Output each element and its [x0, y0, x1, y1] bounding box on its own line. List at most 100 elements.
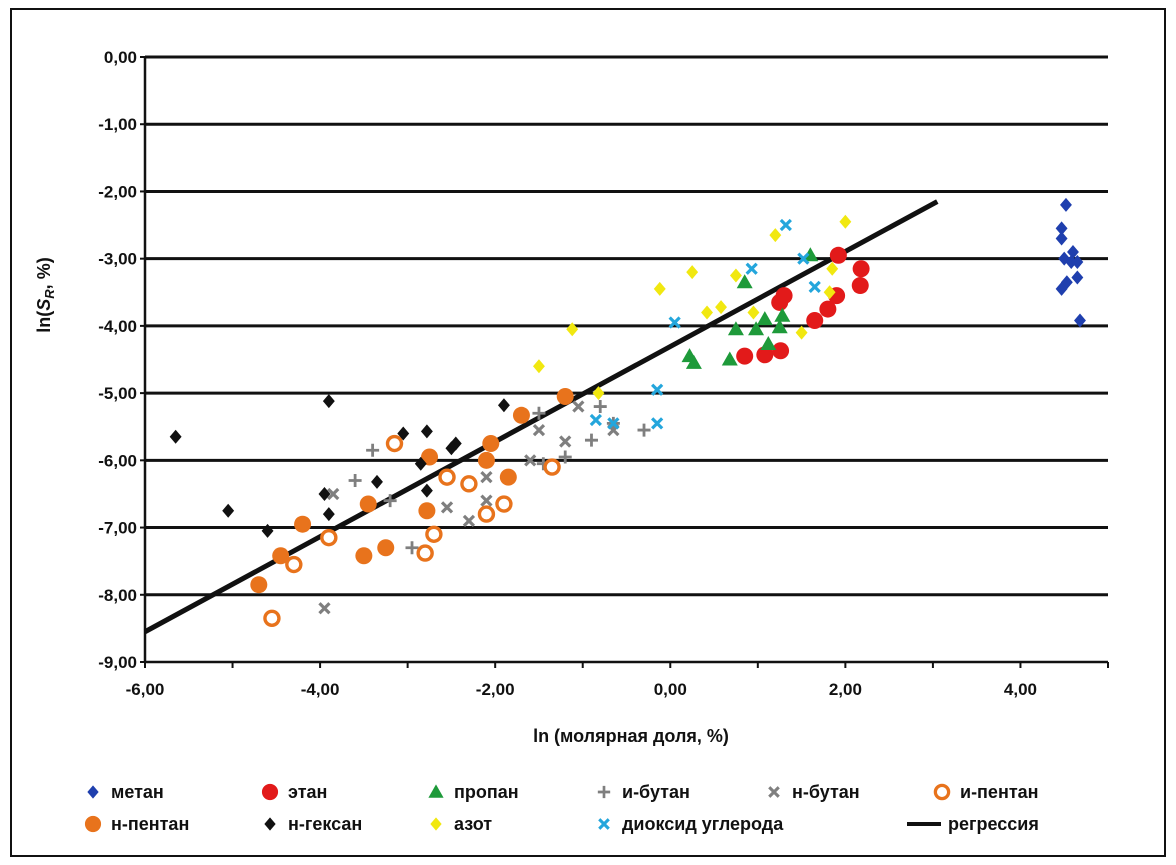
x-tick-label: 2,00 [829, 680, 862, 699]
data-point [405, 541, 419, 555]
data-point [721, 351, 738, 366]
legend-item: регрессия [907, 814, 1039, 834]
data-point [462, 514, 476, 527]
data-point [512, 406, 530, 424]
data-point [318, 486, 331, 501]
data-point [1060, 197, 1072, 212]
data-point [769, 228, 782, 243]
data-point [651, 417, 664, 430]
data-point [543, 458, 561, 476]
data-point [414, 456, 427, 471]
legend-label: азот [454, 814, 492, 834]
data-point [294, 515, 312, 533]
data-point [653, 281, 666, 296]
data-point [261, 523, 274, 538]
data-point [460, 475, 478, 493]
chart-frame [10, 8, 1166, 857]
data-point [445, 441, 458, 456]
legend-label: н-пентан [111, 814, 189, 834]
data-point [438, 468, 456, 486]
y-tick-label: -2,00 [98, 182, 137, 201]
data-point [1055, 221, 1068, 236]
data-point [169, 429, 182, 444]
y-axis-label-var: S [34, 299, 54, 311]
data-point [774, 307, 791, 322]
x-tick-label: 0,00 [654, 680, 687, 699]
legend-item: н-пентан [84, 814, 189, 834]
data-point [823, 285, 836, 300]
data-point [495, 495, 513, 513]
data-point [1071, 255, 1084, 270]
data-point [686, 265, 699, 280]
legend-label: пропан [454, 782, 519, 802]
regression-line-path [143, 199, 939, 634]
regression-line [143, 199, 939, 634]
data-point [668, 316, 681, 329]
legend-item: этан [261, 782, 327, 802]
series-азот [533, 214, 852, 401]
data-point [1074, 313, 1086, 328]
legend-marker [84, 815, 102, 833]
data-point [566, 322, 579, 337]
legend-label: н-гексан [288, 814, 362, 834]
data-point [397, 426, 410, 441]
data-point [685, 354, 702, 369]
y-tick-label: -3,00 [98, 250, 137, 269]
legend-marker [768, 786, 780, 798]
data-point [797, 252, 810, 265]
data-point [532, 406, 546, 420]
data-points [169, 197, 1086, 628]
data-point [318, 602, 331, 615]
legend-marker [264, 817, 276, 831]
data-point [748, 321, 765, 336]
legend-label: и-бутан [622, 782, 690, 802]
data-point [533, 359, 545, 374]
data-point [826, 261, 839, 276]
legend-label: диоксид углерода [622, 814, 784, 834]
data-point [779, 218, 792, 232]
data-point [532, 423, 546, 437]
data-point [477, 451, 495, 469]
series-и-пентан [263, 434, 561, 628]
data-point [359, 495, 377, 513]
legend: метан этан пропан и-бутан н-бутан и-пентан н-п… [84, 782, 1039, 834]
data-point [348, 474, 362, 487]
legend-item: н-гексан [264, 814, 362, 834]
data-point [1067, 244, 1079, 259]
data-point [729, 268, 742, 283]
data-point [322, 507, 335, 522]
data-point [592, 386, 605, 401]
y-tick-label: -9,00 [98, 653, 137, 672]
x-tick-label: -2,00 [476, 680, 515, 699]
series-метан [1055, 197, 1086, 328]
data-point [250, 576, 268, 594]
data-point [607, 417, 620, 430]
data-point [852, 260, 870, 278]
legend-label: и-пентан [960, 782, 1039, 802]
data-point [756, 346, 774, 364]
legend-marker [428, 784, 444, 798]
x-tick-label: -6,00 [126, 680, 165, 699]
data-point [756, 311, 773, 326]
data-point [651, 383, 664, 396]
legend-marker [597, 785, 611, 799]
data-point [839, 214, 852, 229]
series-н-пентан [250, 387, 574, 594]
x-tick-label: 4,00 [1004, 680, 1037, 699]
data-point [715, 300, 727, 315]
legend-item: и-пентан [933, 782, 1039, 802]
data-point [355, 547, 373, 565]
data-point [477, 505, 496, 523]
data-point [559, 435, 572, 448]
legend-marker [261, 783, 279, 801]
data-point [806, 312, 824, 330]
y-axis-label-sub: R [42, 289, 57, 299]
data-point [371, 474, 383, 489]
data-point [440, 501, 454, 514]
y-tick-label: -8,00 [98, 586, 137, 605]
legend-label: метан [111, 782, 164, 802]
data-point [377, 539, 395, 557]
data-point [637, 423, 651, 437]
legend-item: пропан [428, 782, 519, 802]
